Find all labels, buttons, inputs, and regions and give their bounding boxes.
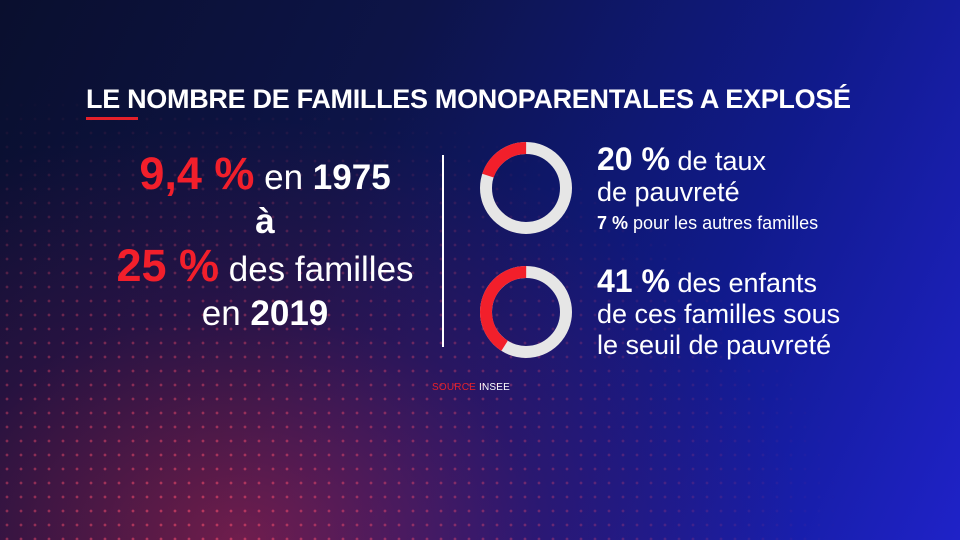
year-2019: 2019 (250, 294, 329, 333)
connector-a: à (255, 202, 275, 241)
poverty-rate-block: 20 % de taux de pauvreté (597, 141, 767, 208)
poverty-ring-arc (480, 142, 572, 234)
family-share-block: 9,4 % en 1975 à 25 % des familles en 201… (70, 151, 460, 336)
children-poverty-text-3: le seuil de pauvreté (597, 330, 832, 360)
headline-title: LE NOMBRE DE FAMILLES MONOPARENTALES A E… (86, 84, 851, 114)
children-poverty-text-1: des enfants (669, 268, 818, 298)
vertical-divider (442, 155, 444, 347)
children-poverty-text-2: de ces familles sous (597, 299, 841, 329)
children-poverty-block: 41 % des enfants de ces familles sous le… (597, 263, 841, 361)
year-1975: 1975 (312, 158, 391, 197)
poverty-ring-chart (480, 142, 572, 234)
source-value: INSEE (475, 382, 510, 393)
poverty-comparison-text: pour les autres familles (628, 213, 819, 233)
title-underline-accent (86, 117, 138, 120)
value-1975: 9,4 % (139, 148, 255, 199)
line-1975: 9,4 % en 1975 (70, 151, 460, 200)
poverty-rate-text-1: de taux (669, 146, 767, 176)
source-credit: SOURCE INSEE (432, 382, 510, 393)
poverty-rate-value: 20 % (597, 141, 670, 177)
text-2019: des familles (219, 250, 414, 289)
children-ring-chart (480, 266, 572, 358)
children-ring-arc (480, 266, 572, 358)
text-en: en (201, 294, 251, 333)
source-label: SOURCE (432, 382, 476, 393)
line-2019-value: 25 % des familles (70, 243, 460, 292)
poverty-rate-text-2: de pauvreté (597, 177, 740, 207)
text-1975: en (254, 158, 313, 197)
poverty-comparison-value: 7 % (597, 213, 629, 233)
line-2019-year: en 2019 (70, 292, 460, 336)
value-2019: 25 % (116, 240, 220, 291)
poverty-comparison: 7 % pour les autres familles (597, 213, 818, 234)
children-poverty-value: 41 % (597, 263, 670, 299)
